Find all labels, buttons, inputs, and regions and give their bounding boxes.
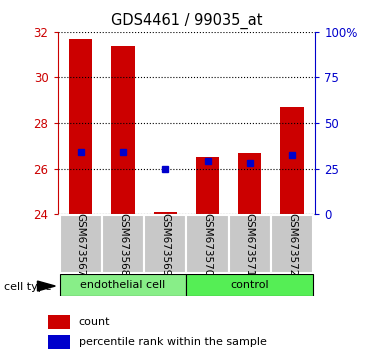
Text: endothelial cell: endothelial cell [81,280,165,290]
Bar [111,46,135,214]
FancyBboxPatch shape [102,215,144,273]
FancyBboxPatch shape [271,215,313,273]
Text: cell type: cell type [4,282,51,292]
FancyBboxPatch shape [144,215,187,273]
Text: GSM673571: GSM673571 [245,212,255,276]
FancyBboxPatch shape [229,215,271,273]
FancyBboxPatch shape [60,274,187,296]
Text: GSM673567: GSM673567 [76,212,86,276]
FancyBboxPatch shape [60,215,102,273]
Bar [280,107,304,214]
FancyBboxPatch shape [187,274,313,296]
Text: control: control [230,280,269,290]
Polygon shape [37,281,55,291]
Bar [48,335,69,348]
Text: GSM673568: GSM673568 [118,212,128,276]
Title: GDS4461 / 99035_at: GDS4461 / 99035_at [111,13,262,29]
Bar [69,39,92,214]
Bar [48,315,69,329]
Text: count: count [79,318,110,327]
Text: GSM673569: GSM673569 [160,212,170,276]
Text: GSM673570: GSM673570 [203,213,213,276]
Text: GSM673572: GSM673572 [287,212,297,276]
Bar [196,157,219,214]
Bar [154,212,177,214]
Text: percentile rank within the sample: percentile rank within the sample [79,337,266,347]
Bar [238,153,262,214]
FancyBboxPatch shape [187,215,229,273]
